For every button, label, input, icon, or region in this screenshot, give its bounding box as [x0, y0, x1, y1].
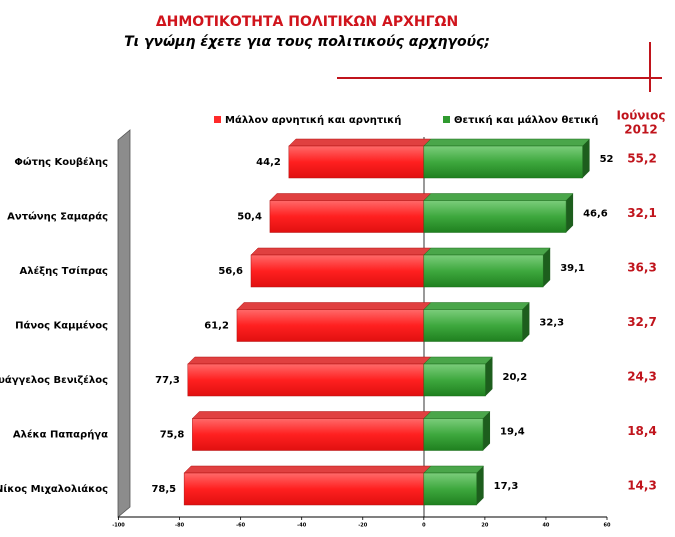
- bar: [192, 418, 425, 451]
- legend-label: Θετική και μάλλον θετική: [454, 114, 598, 126]
- bar-side: [485, 357, 493, 396]
- x-tick-label: 0: [422, 523, 426, 529]
- column-value: 18,4: [627, 424, 657, 438]
- value-label: 75,8: [160, 430, 185, 441]
- bar: [423, 363, 486, 397]
- column-value: 32,1: [627, 206, 657, 220]
- column-value: 14,3: [627, 479, 657, 493]
- x-tick-label: -60: [236, 523, 246, 529]
- chart-subtitle: Τι γνώμη έχετε για τους πολιτικούς αρχηγ…: [124, 34, 490, 50]
- bar-top: [191, 411, 432, 419]
- bar: [423, 254, 544, 288]
- category-label: Αλέκα Παπαρήγα: [13, 429, 108, 441]
- bar-top: [423, 356, 494, 365]
- bar: [423, 418, 484, 451]
- bar: [187, 363, 425, 397]
- legend-label: Μάλλον αρνητική και αρνητική: [225, 114, 401, 126]
- column-title: Ιούνιος: [616, 109, 665, 123]
- value-label: 78,5: [151, 484, 176, 495]
- x-tick-label: -80: [175, 523, 185, 529]
- bar-top: [423, 247, 551, 256]
- legend-swatch: [214, 116, 221, 123]
- bar-top: [288, 138, 432, 147]
- side-wall: [117, 129, 131, 518]
- legend-swatch: [443, 116, 450, 123]
- bar: [423, 200, 567, 233]
- value-label: 77,3: [155, 375, 180, 386]
- bar-top: [187, 356, 432, 365]
- bar: [423, 309, 523, 342]
- column-title: 2012: [624, 123, 657, 137]
- value-label: 17,3: [494, 481, 519, 492]
- bar-top: [269, 193, 432, 201]
- bar: [423, 472, 477, 506]
- value-label: 52: [600, 154, 614, 165]
- x-tick-label: -20: [358, 523, 368, 529]
- x-tick-label: -40: [297, 523, 307, 529]
- category-label: Αντώνης Σαμαράς: [7, 211, 108, 223]
- value-label: 50,4: [237, 212, 262, 223]
- category-label: Πάνος Καμμένος: [15, 320, 108, 332]
- bar: [236, 309, 425, 342]
- category-label: Νίκος Μιχαλολιάκος: [0, 483, 108, 495]
- column-value: 55,2: [627, 152, 657, 166]
- bar: [269, 200, 425, 233]
- bar: [183, 472, 425, 506]
- value-label: 19,4: [500, 427, 525, 438]
- x-tick-label: 20: [481, 523, 488, 529]
- category-label: Αλέξης Τσίπρας: [20, 265, 109, 277]
- bar-top: [423, 193, 574, 201]
- bar-top: [423, 138, 591, 147]
- value-label: 61,2: [204, 321, 229, 332]
- bar-top: [423, 465, 485, 474]
- bar: [250, 254, 425, 288]
- value-label: 56,6: [218, 266, 243, 277]
- value-label: 44,2: [256, 157, 281, 168]
- x-tick-label: -100: [112, 523, 125, 529]
- x-tick-label: 60: [604, 523, 611, 529]
- value-label: 46,6: [583, 209, 608, 220]
- bar: [288, 145, 425, 179]
- bar-side: [566, 193, 574, 233]
- bar-side: [476, 466, 484, 505]
- bar-side: [483, 411, 491, 451]
- bar-top: [236, 302, 432, 310]
- category-label: Ευάγγελος Βενιζέλος: [0, 374, 108, 386]
- bar-side: [522, 302, 530, 342]
- bar: [423, 145, 583, 179]
- column-value: 24,3: [627, 370, 657, 384]
- value-label: 39,1: [560, 263, 585, 274]
- x-tick-label: 40: [542, 523, 549, 529]
- column-value: 32,7: [627, 315, 657, 329]
- bar-top: [250, 247, 432, 256]
- bar-top: [423, 411, 491, 419]
- category-label: Φώτης Κουβέλης: [14, 156, 108, 168]
- value-label: 32,3: [539, 318, 564, 329]
- bar-side: [582, 139, 590, 178]
- bar-top: [423, 302, 531, 310]
- bar-side: [543, 248, 551, 287]
- bar-top: [183, 465, 432, 474]
- value-label: 20,2: [502, 372, 527, 383]
- chart-title: ΔΗΜΟΤΙΚΟΤΗΤΑ ΠΟΛΙΤΙΚΩΝ ΑΡΧΗΓΩΝ: [156, 14, 458, 30]
- column-value: 36,3: [627, 261, 657, 275]
